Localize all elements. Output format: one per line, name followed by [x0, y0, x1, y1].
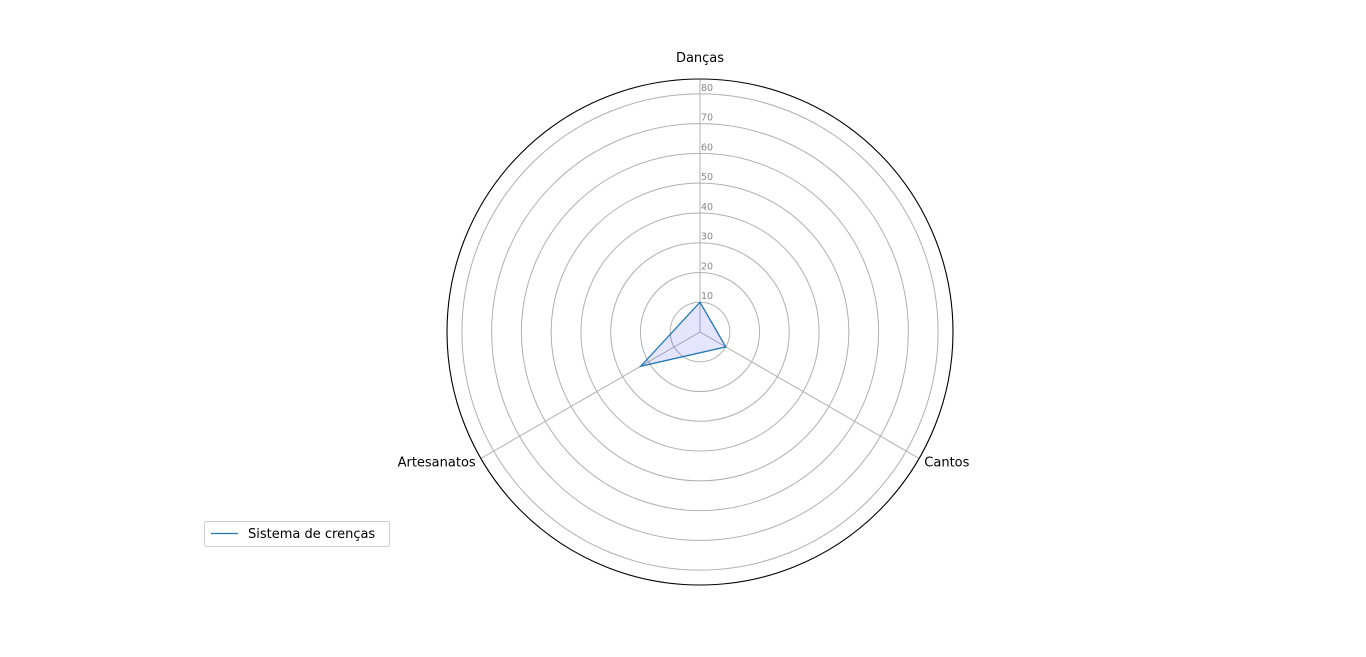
series-line — [638, 301, 727, 368]
series-layer — [638, 301, 727, 368]
radial-tick-label: 20 — [701, 261, 713, 272]
series-area — [640, 302, 726, 367]
category-label: Cantos — [924, 456, 969, 471]
radial-tick-label: 10 — [701, 291, 713, 302]
radial-tick-label: 50 — [701, 172, 713, 183]
radial-tick-label: 70 — [701, 113, 713, 124]
category-label: Danças — [676, 51, 724, 66]
radial-tick-label: 80 — [701, 83, 713, 94]
radial-tick-label: 40 — [701, 202, 713, 213]
spoke-line — [699, 331, 920, 459]
legend: Sistema de crenças — [204, 521, 390, 547]
spoke-line — [480, 331, 701, 459]
legend-label: Sistema de crenças — [248, 527, 375, 542]
radial-tick-label: 60 — [701, 142, 713, 153]
category-label: Artesanatos — [398, 456, 476, 471]
spokes — [480, 79, 920, 459]
category-labels: Danças Cantos Artesanatos — [398, 51, 970, 471]
outer-ring — [446, 78, 954, 586]
radial-tick-label: 30 — [701, 232, 713, 243]
legend-box — [204, 521, 390, 547]
radial-tick-labels: 10 20 30 40 50 60 70 80 — [701, 83, 713, 302]
